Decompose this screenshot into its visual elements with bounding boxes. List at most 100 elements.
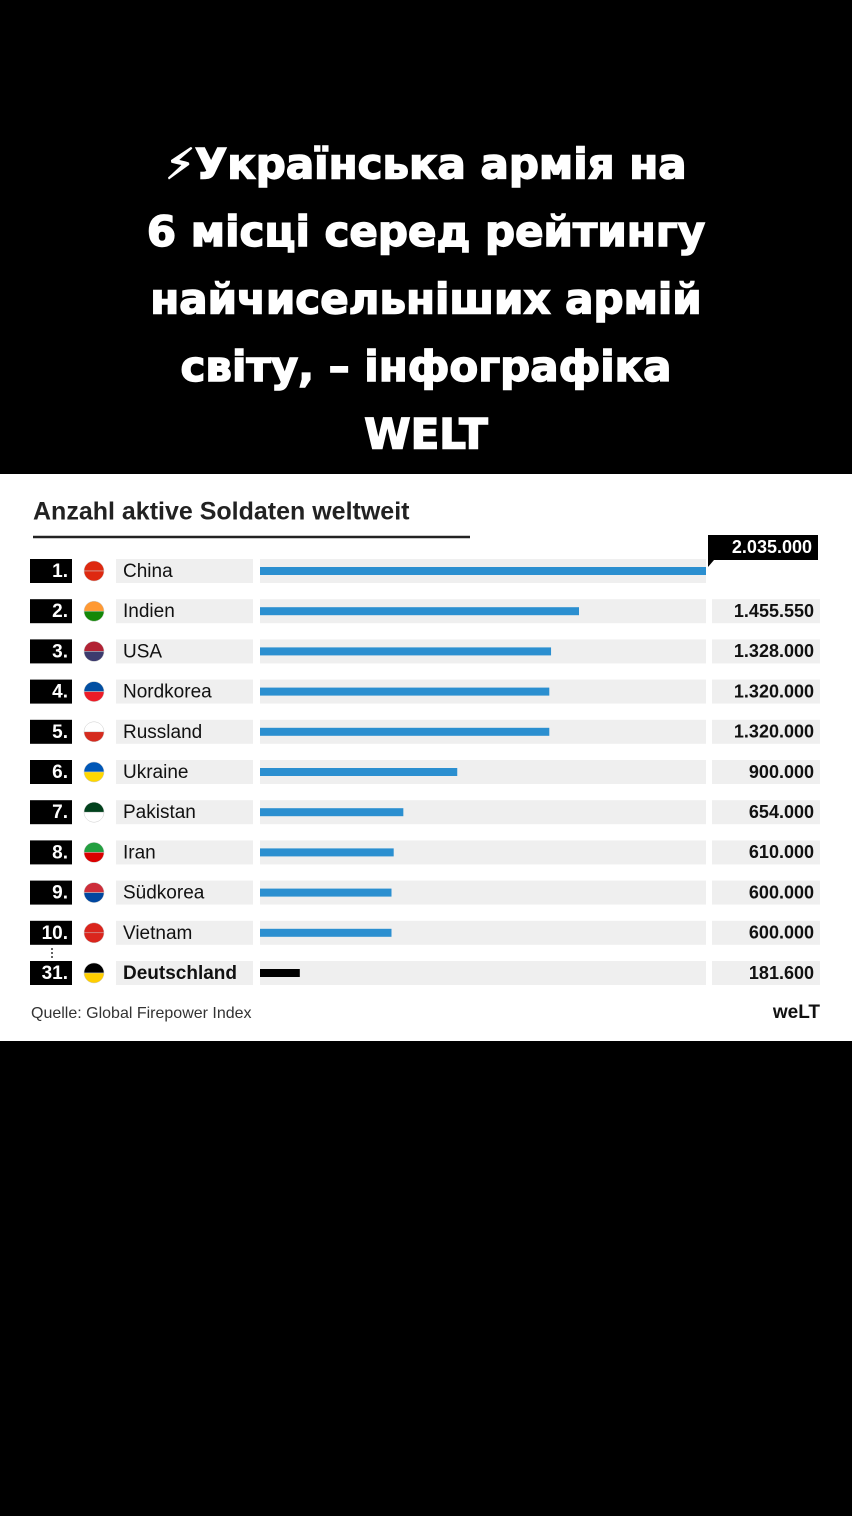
rank: 3. xyxy=(52,641,68,662)
value-box xyxy=(712,800,820,825)
flag-top xyxy=(83,721,105,733)
category-label: USA xyxy=(123,641,162,662)
rank: 4. xyxy=(52,682,68,703)
category-label: Deutschland xyxy=(123,963,237,984)
value-box xyxy=(712,920,820,945)
value-label: 610.000 xyxy=(749,842,814,862)
value-box xyxy=(712,639,820,664)
rank-box xyxy=(30,961,72,985)
flag-top xyxy=(83,761,105,773)
header-line: WELT xyxy=(364,410,488,459)
flag-top xyxy=(83,801,105,813)
header-line: світу, – інфографіка xyxy=(181,342,672,391)
value-label: 900.000 xyxy=(749,762,814,782)
flag-bottom xyxy=(83,570,105,582)
name-box xyxy=(116,679,253,704)
bar xyxy=(260,888,392,897)
separator-dots xyxy=(51,948,53,958)
rank: 5. xyxy=(52,722,68,743)
flag-bottom xyxy=(83,731,105,743)
category-label: Iran xyxy=(123,842,156,863)
value-box xyxy=(712,719,820,744)
category-label: Ukraine xyxy=(123,762,188,783)
name-box xyxy=(116,920,253,945)
header-line: 6 місці серед рейтингу xyxy=(147,207,705,256)
rank-box xyxy=(30,840,72,865)
rank: 8. xyxy=(52,842,68,863)
name-box xyxy=(116,840,253,865)
rank-box xyxy=(30,599,72,624)
name-box xyxy=(116,719,253,744)
rank: 10. xyxy=(42,923,68,944)
bar xyxy=(260,687,550,696)
header-line: ⚡Українська армія на xyxy=(165,140,686,189)
value-box xyxy=(712,840,820,865)
value-label: 1.320.000 xyxy=(734,681,814,701)
value-label: 600.000 xyxy=(749,923,814,943)
bar-track xyxy=(260,961,706,985)
value-label: 654.000 xyxy=(749,802,814,822)
value-label: 1.455.550 xyxy=(734,601,814,621)
name-box xyxy=(116,559,253,583)
bar xyxy=(260,727,550,736)
rank-box xyxy=(30,559,72,583)
name-box xyxy=(116,760,253,784)
name-box xyxy=(116,961,253,985)
rank: 2. xyxy=(52,601,68,622)
rank-box xyxy=(30,719,72,744)
value-box xyxy=(712,760,820,784)
category-label: Vietnam xyxy=(123,923,192,944)
value-label: 2.035.000 xyxy=(732,537,812,557)
flag-bottom xyxy=(83,651,105,662)
flag-bottom xyxy=(83,892,105,903)
flag-top xyxy=(83,842,105,853)
source: Quelle: Global Firepower Index xyxy=(31,1005,252,1022)
bar xyxy=(260,969,300,977)
value-label: 600.000 xyxy=(749,882,814,902)
name-box xyxy=(116,880,253,905)
rank-box xyxy=(30,639,72,664)
category-label: Nordkorea xyxy=(123,682,212,703)
chart-title: Anzahl aktive Soldaten weltweit xyxy=(33,498,410,526)
flag-top xyxy=(83,922,105,934)
rank: 1. xyxy=(52,561,68,582)
name-box xyxy=(116,599,253,624)
flag-top xyxy=(83,681,105,692)
rank: 7. xyxy=(52,802,68,823)
rank-box xyxy=(30,679,72,704)
flag-bottom xyxy=(83,771,105,783)
category-label: Südkorea xyxy=(123,883,205,904)
rank-box xyxy=(30,760,72,784)
rank: 6. xyxy=(52,762,68,783)
flag-top xyxy=(83,641,105,652)
bar xyxy=(260,848,394,857)
name-box xyxy=(116,639,253,664)
name-box xyxy=(116,800,253,825)
value-box xyxy=(712,880,820,905)
flag-bottom xyxy=(83,610,105,622)
category-label: Russland xyxy=(123,722,202,743)
value-label: 181.600 xyxy=(749,963,814,983)
value-label: 1.328.000 xyxy=(734,641,814,661)
bar xyxy=(260,607,580,616)
bar xyxy=(260,928,392,937)
rank-box xyxy=(30,920,72,945)
rank-box xyxy=(30,800,72,825)
flag-top xyxy=(83,882,105,893)
header-line: найчисельніших армій xyxy=(150,275,701,324)
flag-bottom xyxy=(83,932,105,944)
value-box xyxy=(712,961,820,985)
brand-logo: weLT xyxy=(772,1002,821,1023)
rank-box xyxy=(30,880,72,905)
category-label: China xyxy=(123,561,173,582)
rank: 31. xyxy=(42,963,68,984)
category-label: Indien xyxy=(123,601,175,622)
rank: 9. xyxy=(52,883,68,904)
category-label: Pakistan xyxy=(123,802,196,823)
flag-top xyxy=(83,560,105,572)
value-callout xyxy=(708,535,818,567)
flag-bottom xyxy=(83,691,105,702)
flag-top xyxy=(83,962,105,974)
